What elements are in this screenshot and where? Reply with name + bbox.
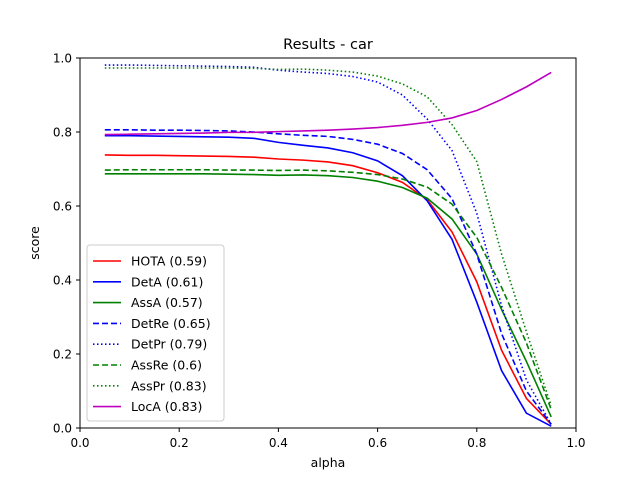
plot-frame xyxy=(79,57,577,429)
legend-label-6: AssPr (0.83) xyxy=(131,378,207,393)
series-line-1 xyxy=(104,134,552,427)
x-tick-label: 0.0 xyxy=(70,436,89,450)
x-tick-label: 0.2 xyxy=(170,436,189,450)
x-tick-label: 0.8 xyxy=(467,436,486,450)
series-line-0 xyxy=(104,154,552,425)
series-line-5 xyxy=(104,168,552,410)
legend-label-7: LocA (0.83) xyxy=(131,399,202,414)
legend-label-3: DetRe (0.65) xyxy=(131,316,211,331)
legend-label-0: HOTA (0.59) xyxy=(131,254,207,269)
y-tick-label: 0.0 xyxy=(53,422,72,436)
y-tick-label: 0.8 xyxy=(53,126,72,140)
legend-box xyxy=(86,244,225,422)
plot-lines xyxy=(104,64,552,427)
series-line-3 xyxy=(104,128,552,425)
legend-label-2: AssA (0.57) xyxy=(131,295,203,310)
y-tick-label: 0.6 xyxy=(53,200,72,214)
x-tick-label: 0.6 xyxy=(368,436,387,450)
y-axis: 0.0 0.2 0.4 0.6 0.8 1.0 xyxy=(53,52,80,436)
legend-label-1: DetA (0.61) xyxy=(131,274,203,289)
series-line-7 xyxy=(104,71,552,136)
y-axis-label: score xyxy=(27,226,42,260)
x-tick-label: 0.4 xyxy=(269,436,288,450)
legend: HOTA (0.59) DetA (0.61) AssA (0.57) DetRe (… xyxy=(86,244,225,422)
y-tick-label: 0.4 xyxy=(53,274,72,288)
chart-title: Results - car xyxy=(283,37,373,53)
x-axis-label: alpha xyxy=(311,455,346,470)
x-tick-label: 1.0 xyxy=(566,436,585,450)
series-line-4 xyxy=(104,64,552,425)
legend-label-5: AssRe (0.6) xyxy=(131,358,202,373)
y-tick-label: 1.0 xyxy=(53,52,72,66)
legend-label-4: DetPr (0.79) xyxy=(131,337,207,352)
series-line-6 xyxy=(104,67,552,407)
x-axis: 0.0 0.2 0.4 0.6 0.8 1.0 xyxy=(70,428,586,450)
y-tick-label: 0.2 xyxy=(53,348,72,362)
